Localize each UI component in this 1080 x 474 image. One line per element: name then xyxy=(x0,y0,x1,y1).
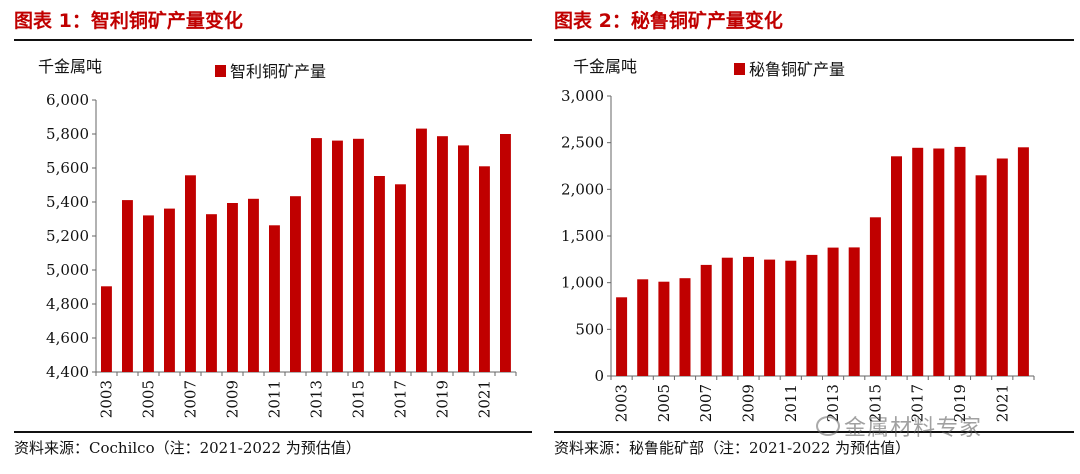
bar-2016 xyxy=(374,176,385,372)
y-tick-label: 5,800 xyxy=(46,125,89,143)
bar-2007 xyxy=(185,175,196,372)
x-tick-label: 2009 xyxy=(224,380,242,418)
watermark-text: 金属材料专家 xyxy=(844,416,983,441)
bar-2022 xyxy=(1017,147,1029,376)
bar-2011 xyxy=(785,260,797,376)
legend-label: 智利铜矿产量 xyxy=(230,62,326,81)
legend-swatch xyxy=(215,65,226,77)
y-tick-label: 6,000 xyxy=(46,91,89,109)
title-rule xyxy=(14,39,532,41)
title-rule xyxy=(554,39,1074,41)
bar-2007 xyxy=(700,264,712,376)
y-tick-label: 2,500 xyxy=(561,134,604,152)
x-tick-label: 2003 xyxy=(98,380,116,418)
bar-2004 xyxy=(637,279,649,376)
chart-panel-chile: 图表 1：智利铜矿产量变化 千金属吨 智利铜矿产量 4,400 4,600 4,800 5… xyxy=(0,0,538,474)
bar-2004 xyxy=(122,200,133,372)
x-tick-label: 2009 xyxy=(739,384,757,422)
bar-2019 xyxy=(954,146,966,376)
y-tick-label: 4,600 xyxy=(46,329,89,347)
bar-2018 xyxy=(933,148,945,376)
bar-2017 xyxy=(912,147,924,376)
bar-2019 xyxy=(437,136,448,372)
bar-2021 xyxy=(479,166,490,372)
bar-2005 xyxy=(658,281,670,376)
x-tick-label: 2019 xyxy=(951,384,969,422)
x-tick-label: 2021 xyxy=(476,380,494,418)
bar-2013 xyxy=(827,247,839,376)
y-tick-label: 5,600 xyxy=(46,159,89,177)
bar-2013 xyxy=(311,138,322,372)
y-axis-label: 千金属吨 xyxy=(38,57,102,76)
bar-2009 xyxy=(227,203,238,372)
y-axis-label: 千金属吨 xyxy=(573,57,637,76)
watermark: 金属材料专家 xyxy=(816,410,982,442)
y-tick-label: 500 xyxy=(575,320,604,338)
x-tick-label: 2005 xyxy=(655,384,673,422)
bar-2010 xyxy=(248,198,259,372)
bar-2016 xyxy=(891,156,902,376)
x-tick-label: 2015 xyxy=(350,380,368,418)
bar-2005 xyxy=(143,215,154,372)
chart-title: 图表 1：智利铜矿产量变化 xyxy=(14,10,243,32)
bar-2009 xyxy=(743,256,754,376)
bar-2011 xyxy=(269,225,280,372)
x-tick-label: 2017 xyxy=(392,380,410,418)
x-tick-label: 2007 xyxy=(697,384,715,422)
bar-2017 xyxy=(395,184,406,372)
chart-panel-peru: 图表 2：秘鲁铜矿产量变化 千金属吨 秘鲁铜矿产量 0 500 1,000 1,500 2,… xyxy=(540,0,1080,474)
x-tick-label: 2005 xyxy=(140,380,158,418)
legend-label: 秘鲁铜矿产量 xyxy=(749,60,845,79)
chart-title: 图表 2：秘鲁铜矿产量变化 xyxy=(554,10,783,32)
x-tick-label: 2021 xyxy=(993,384,1011,422)
y-tick-label: 4,800 xyxy=(46,295,89,313)
x-tick-label: 2017 xyxy=(909,384,927,422)
x-tick-label: 2007 xyxy=(182,380,200,418)
bar-2003 xyxy=(101,286,112,372)
y-tick-label: 1,000 xyxy=(561,274,604,292)
y-tick-label: 0 xyxy=(594,367,604,385)
bar-2010 xyxy=(764,259,776,376)
x-tick-label: 2013 xyxy=(308,380,326,418)
y-tick-label: 4,400 xyxy=(46,363,89,381)
legend-swatch xyxy=(734,63,745,75)
source-note: 资料来源：秘鲁能矿部（注：2021-2022 为预估值） xyxy=(554,439,911,457)
bar-2021 xyxy=(996,158,1008,376)
x-tick-label: 2011 xyxy=(266,380,284,418)
bar-2018 xyxy=(416,128,427,372)
bar-2020 xyxy=(458,145,469,372)
bar-2008 xyxy=(721,257,733,376)
source-note: 资料来源：Cochilco（注：2021-2022 为预估值） xyxy=(14,439,361,457)
x-tick-label: 2015 xyxy=(866,384,884,422)
y-tick-label: 5,200 xyxy=(46,227,89,245)
bar-2008 xyxy=(206,214,217,372)
y-tick-label: 5,400 xyxy=(46,193,89,211)
x-tick-label: 2003 xyxy=(613,384,631,422)
y-tick-label: 3,000 xyxy=(561,87,604,105)
x-tick-label: 2013 xyxy=(824,384,842,422)
chile-bar-chart: 千金属吨 智利铜矿产量 4,400 4,600 4,800 5,000 5,200 5,400… xyxy=(38,57,517,418)
source-rule xyxy=(14,431,532,433)
y-tick-label: 5,000 xyxy=(46,261,89,279)
bar-2006 xyxy=(679,278,691,376)
wechat-icon xyxy=(816,416,840,436)
bar-2020 xyxy=(975,175,987,376)
bar-2012 xyxy=(290,196,301,372)
bar-2014 xyxy=(848,247,860,376)
x-tick-label: 2019 xyxy=(434,380,452,418)
y-tick-label: 1,500 xyxy=(561,227,604,245)
x-tick-label: 2011 xyxy=(782,384,800,422)
bar-2006 xyxy=(164,208,175,372)
bar-2022 xyxy=(500,134,511,372)
bar-2015 xyxy=(869,217,881,376)
y-tick-label: 2,000 xyxy=(561,180,604,198)
peru-bar-chart: 千金属吨 秘鲁铜矿产量 0 500 1,000 1,500 2,000 2,500 3,000 2… xyxy=(561,57,1035,422)
bar-2012 xyxy=(806,254,818,376)
bar-2003 xyxy=(616,297,628,376)
source-rule xyxy=(554,431,1074,433)
bar-2014 xyxy=(332,140,343,372)
bar-2015 xyxy=(353,138,364,372)
